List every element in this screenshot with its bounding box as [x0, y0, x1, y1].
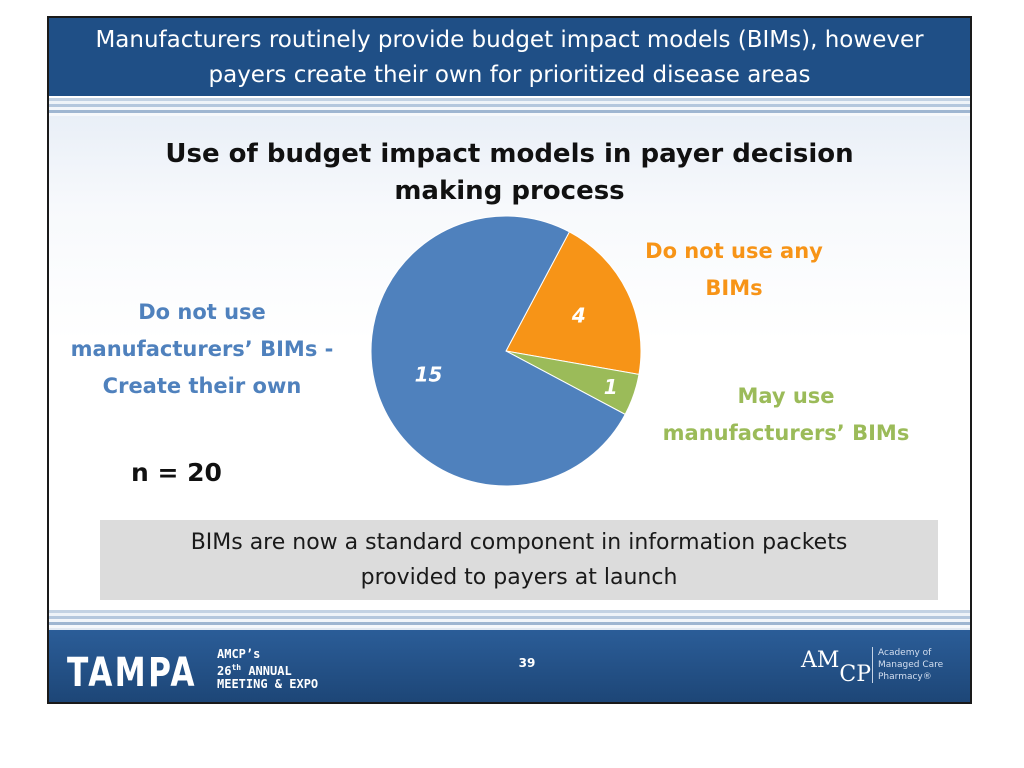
pie-label-create-own: Do not use manufacturers’ BIMs - Create …	[57, 294, 347, 405]
pie-slice-create-own	[370, 215, 626, 487]
pie-label-do-not-use-any: Do not use any BIMs	[609, 233, 859, 307]
pie-label-may-use-line-2: manufacturers’ BIMs	[662, 421, 910, 445]
pie-slice-do-not-use-any	[505, 231, 642, 376]
pie-value-label-may-use: 1	[604, 375, 618, 399]
slide: Manufacturers routinely provide budget i…	[47, 16, 972, 704]
chart-title: Use of budget impact models in payer dec…	[49, 136, 970, 210]
tampa-logo: TAMPA	[67, 650, 197, 696]
callout-box: BIMs are now a standard component in inf…	[100, 520, 938, 600]
footer-stripes	[49, 608, 970, 632]
event-line-3: MEETING & EXPO	[217, 677, 319, 691]
pie-label-create-own-line-1: Do not use	[138, 300, 266, 324]
event-line-1: AMCP’s	[217, 647, 261, 661]
slide-header: Manufacturers routinely provide budget i…	[49, 18, 970, 96]
amcp-org-name: Academy of Managed Care Pharmacy®	[872, 647, 943, 683]
org-line-2: Managed Care	[878, 660, 944, 670]
org-line-1: Academy of	[878, 648, 932, 658]
sample-size-label: n = 20	[131, 458, 222, 487]
slide-title-line-1: Manufacturers routinely provide budget i…	[95, 27, 924, 53]
event-ordinal-number: 26	[217, 664, 232, 678]
pie-label-create-own-line-3: Create their own	[102, 374, 302, 398]
org-line-3: Pharmacy®	[878, 672, 932, 682]
event-line-2: 26th ANNUAL	[217, 661, 318, 678]
pie-value-label-create-own: 15	[415, 363, 443, 387]
page-number: 39	[518, 656, 536, 670]
event-name: AMCP’s 26th ANNUAL MEETING & EXPO	[217, 648, 318, 691]
slide-title-line-2: payers create their own for prioritized …	[208, 62, 811, 88]
slide-title: Manufacturers routinely provide budget i…	[49, 23, 970, 93]
amcp-logo: AMCP	[801, 648, 871, 687]
callout-line-2: provided to payers at launch	[360, 565, 678, 590]
chart-title-line-1: Use of budget impact models in payer dec…	[165, 139, 854, 169]
callout-line-1: BIMs are now a standard component in inf…	[190, 530, 848, 555]
slide-footer: TAMPA AMCP’s 26th ANNUAL MEETING & EXPO …	[49, 630, 970, 702]
event-ordinal-suffix: th	[231, 663, 242, 672]
pie-label-create-own-line-2: manufacturers’ BIMs -	[70, 337, 334, 361]
pie-label-may-use-line-1: May use	[737, 384, 835, 408]
amcp-logo-am: AM	[801, 648, 840, 673]
pie-label-may-use: May use manufacturers’ BIMs	[641, 378, 931, 452]
pie-value-label-do-not-use-any: 4	[571, 304, 586, 328]
amcp-logo-cp: CP	[839, 662, 872, 687]
pie-label-do-not-use-any-line-2: BIMs	[705, 276, 763, 300]
chart-title-line-2: making process	[394, 176, 625, 206]
pie-label-do-not-use-any-line-1: Do not use any	[645, 239, 823, 263]
pie-chart: 4 1 15	[370, 215, 642, 487]
event-annual: ANNUAL	[241, 664, 292, 678]
